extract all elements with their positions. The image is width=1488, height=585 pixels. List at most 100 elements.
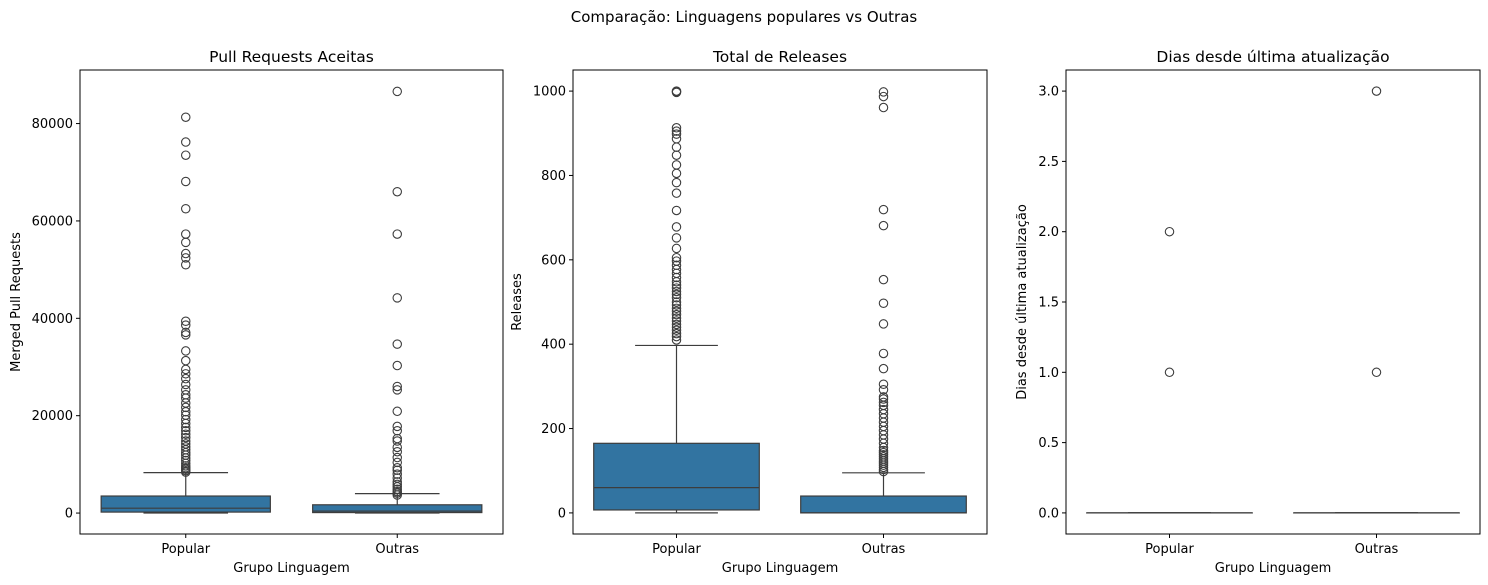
y-tick-label: 0.0 — [1038, 506, 1059, 521]
box-group-popular — [100, 112, 271, 514]
outlier-point — [181, 402, 191, 413]
y-tick-label: 800 — [541, 169, 566, 184]
outlier-point — [671, 331, 682, 342]
subplot-pull-requests: 0 20000 40000 60000 80000 Popular Outras Pull R… — [9, 48, 504, 576]
y-tick-label: 200 — [541, 422, 566, 437]
y-tick-label: 2.5 — [1038, 155, 1059, 170]
y-tick-label: 600 — [541, 253, 566, 268]
axes-frame — [79, 69, 504, 535]
outlier-point — [392, 406, 402, 417]
outlier-point — [671, 260, 682, 271]
y-tick-label: 0 — [65, 507, 73, 522]
outlier-point — [671, 188, 682, 198]
outlier-point — [878, 319, 889, 329]
box-group-popular — [1086, 226, 1253, 514]
y-tick-label: 2.0 — [1038, 225, 1059, 240]
outlier-point — [671, 129, 682, 139]
subplot-releases: 0 200 400 600 800 1000 Popular Outras Total de R… — [510, 48, 988, 576]
outlier-point — [181, 137, 191, 147]
y-axis-label: Dias desde última atualização — [1015, 204, 1030, 400]
x-tick-label: Popular — [1145, 542, 1194, 557]
y-tick-label: 1.0 — [1038, 366, 1059, 381]
outlier-point — [181, 320, 191, 330]
outlier-point — [392, 484, 402, 494]
box-iqr — [800, 495, 967, 514]
outlier-point — [671, 306, 682, 317]
outlier-point — [392, 436, 402, 446]
outlier-point — [671, 160, 682, 170]
subplot-dias: 0.0 0.5 1.0 1.5 2.0 2.5 3.0 Popular Outras Dias d… — [1015, 48, 1481, 576]
y-tick-label: 0.5 — [1038, 436, 1059, 451]
outlier-point — [671, 289, 682, 300]
outlier-point — [671, 335, 682, 345]
outlier-point — [392, 452, 402, 463]
box-iqr — [100, 495, 271, 513]
outlier-point — [671, 150, 682, 160]
outlier-point — [392, 479, 402, 490]
outlier-point — [671, 126, 682, 136]
y-tick-label: 1.5 — [1038, 296, 1059, 311]
outlier-point — [878, 445, 889, 456]
outlier-point — [1164, 226, 1175, 237]
axes-frame — [572, 69, 988, 535]
outlier-point — [181, 414, 191, 425]
outlier-point — [392, 339, 402, 349]
outlier-point — [1164, 367, 1175, 378]
outlier-point — [671, 252, 682, 263]
outlier-point — [671, 313, 682, 323]
box-group-outras — [312, 86, 483, 514]
outlier-point — [181, 390, 191, 400]
outlier-point — [671, 309, 682, 320]
outlier-point — [878, 404, 889, 415]
outlier-point — [392, 421, 402, 432]
outlier-point — [671, 243, 682, 254]
outlier-point — [671, 86, 682, 96]
outlier-point — [671, 256, 682, 266]
outlier-point — [181, 429, 191, 439]
outlier-point — [878, 220, 889, 231]
outlier-point — [181, 410, 191, 420]
outlier-point — [1371, 367, 1382, 378]
outlier-point — [392, 463, 402, 473]
outlier-point — [181, 436, 191, 446]
subplot-title: Dias desde última atualização — [1156, 48, 1389, 66]
outlier-point — [671, 293, 682, 303]
outlier-point — [671, 297, 682, 307]
outlier-point — [671, 328, 682, 339]
x-axis-label: Grupo Linguagem — [233, 561, 349, 576]
x-axis-label: Grupo Linguagem — [722, 561, 838, 576]
outlier-point — [878, 298, 889, 309]
y-tick-label: 0 — [558, 506, 566, 521]
outlier-point — [392, 433, 402, 444]
outlier-point — [878, 363, 889, 374]
outlier-point — [181, 355, 191, 366]
outlier-point — [181, 229, 191, 239]
box-group-outras — [1293, 86, 1460, 514]
outlier-point — [181, 260, 191, 270]
outlier-point — [671, 168, 682, 179]
outlier-point — [181, 176, 191, 187]
y-tick-label: 80000 — [32, 117, 73, 132]
y-tick-label: 60000 — [32, 214, 73, 229]
outlier-point — [878, 91, 889, 102]
outlier-point — [878, 384, 889, 395]
outlier-point — [671, 177, 682, 188]
outlier-point — [392, 486, 402, 497]
y-axis-label: Merged Pull Requests — [9, 232, 24, 372]
x-axis-label: Grupo Linguagem — [1215, 561, 1331, 576]
outlier-point — [878, 274, 889, 285]
y-tick-label: 400 — [541, 338, 566, 353]
outlier-point — [671, 142, 682, 152]
outlier-point — [392, 86, 402, 97]
outlier-point — [671, 322, 682, 333]
outlier-point — [181, 237, 191, 248]
outlier-point — [671, 319, 682, 330]
outlier-point — [392, 477, 402, 487]
outlier-point — [181, 253, 191, 263]
outlier-point — [181, 439, 191, 449]
outlier-point — [878, 397, 889, 408]
outlier-point — [671, 316, 682, 326]
box-group-popular — [593, 86, 760, 514]
outlier-point — [392, 446, 402, 457]
